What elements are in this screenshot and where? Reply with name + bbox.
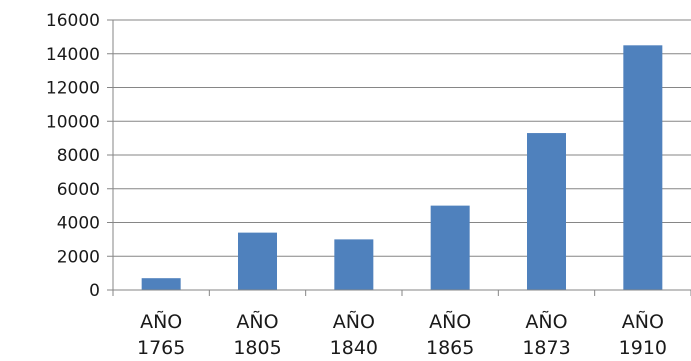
x-category-label: AÑO <box>429 310 471 333</box>
x-category-label: AÑO <box>236 310 278 333</box>
y-tick-label: 8000 <box>57 146 100 166</box>
y-tick-label: 2000 <box>57 247 100 267</box>
x-category-labels: AÑO 1765 AÑO 1805 AÑO 1840 AÑO 1865 AÑO 1873 AÑO 19… <box>137 310 667 359</box>
bar <box>334 239 374 290</box>
y-tick-label: 12000 <box>46 79 100 99</box>
bar <box>141 278 181 290</box>
x-category-label: AÑO <box>140 310 182 333</box>
y-tick-label: 14000 <box>46 45 100 65</box>
y-tick-label: 6000 <box>57 180 100 200</box>
axes <box>107 19 691 296</box>
x-category-label: 1805 <box>233 337 281 359</box>
y-tick-label: 0 <box>89 281 100 301</box>
x-category-label: AÑO <box>333 310 375 333</box>
x-category-label: 1765 <box>137 337 185 359</box>
bars <box>141 45 663 290</box>
bar <box>430 205 470 290</box>
x-category-label: AÑO <box>622 310 664 333</box>
x-category-label: 1865 <box>426 337 474 359</box>
y-tick-label: 4000 <box>57 214 100 234</box>
y-tick-label: 16000 <box>46 11 100 31</box>
x-category-label: 1873 <box>522 337 570 359</box>
bar <box>623 45 663 290</box>
bar <box>527 133 566 290</box>
x-category-label: AÑO <box>525 310 567 333</box>
y-tick-labels: 0 2000 4000 6000 8000 10000 12000 14000 16000 <box>46 11 100 301</box>
gridlines <box>113 19 691 257</box>
y-tick-label: 10000 <box>46 112 100 132</box>
x-category-label: 1910 <box>619 337 667 359</box>
x-category-label: 1840 <box>330 337 378 359</box>
bar <box>238 232 277 290</box>
